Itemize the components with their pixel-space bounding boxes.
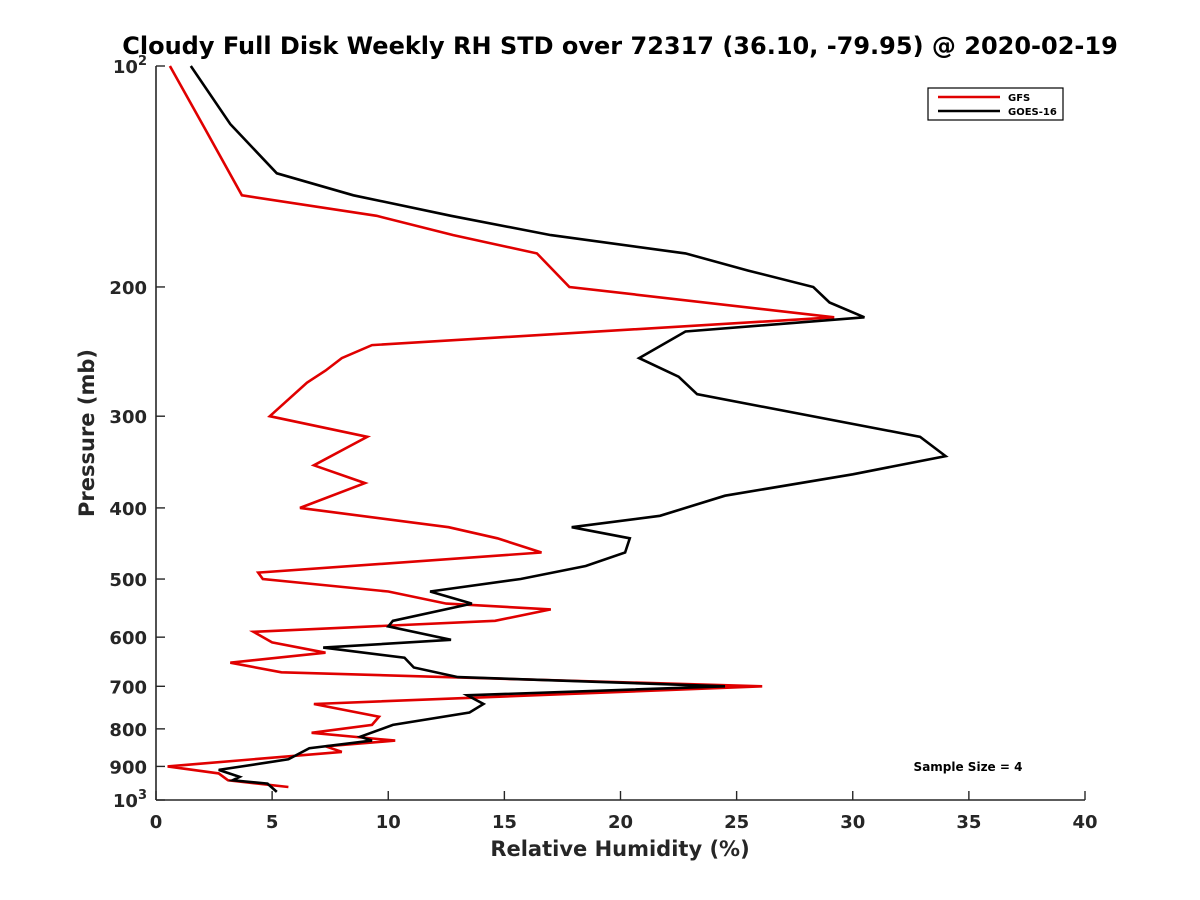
x-tick-label: 35 [956, 812, 981, 833]
y-tick-label: 400 [109, 499, 147, 520]
x-tick-label: 30 [840, 812, 865, 833]
x-tick-label: 40 [1072, 812, 1097, 833]
sample-size-annotation: Sample Size = 4 [914, 760, 1023, 774]
axes: 0 5 10 15 20 25 30 35 40 102 200 300 400 500 600 700 800… [109, 54, 1097, 833]
legend-box [927, 87, 1064, 121]
y-axis-label: Pressure (mb) [75, 349, 99, 517]
legend-label-goes-16: GOES-16 [1008, 107, 1057, 118]
y-tick-label: 700 [109, 677, 147, 698]
x-tick-label: 10 [376, 812, 401, 833]
y-tick-label: 800 [109, 720, 147, 741]
x-tick-label: 0 [150, 812, 163, 833]
y-tick-label: 300 [109, 407, 147, 428]
y-tick-label: 900 [109, 757, 147, 778]
x-tick-label: 15 [492, 812, 517, 833]
x-axis-label: Relative Humidity (%) [490, 837, 749, 861]
x-tick-label: 20 [608, 812, 633, 833]
y-tick-label: 500 [109, 570, 147, 591]
y-tick-label: 200 [109, 278, 147, 299]
x-tick-label: 5 [266, 812, 279, 833]
chart-title: Cloudy Full Disk Weekly RH STD over 7231… [122, 32, 1118, 60]
y-tick-label: 102 [113, 54, 147, 78]
legend-label-gfs: GFS [1008, 93, 1030, 104]
y-tick-label: 103 [113, 788, 147, 812]
legend: GFS GOES-16 [927, 87, 1064, 121]
x-tick-label: 25 [724, 812, 749, 833]
series-layer [167, 65, 949, 793]
y-tick-label: 600 [109, 628, 147, 649]
series-line-goes-16 [189, 65, 949, 793]
series-line-gfs [167, 65, 835, 789]
